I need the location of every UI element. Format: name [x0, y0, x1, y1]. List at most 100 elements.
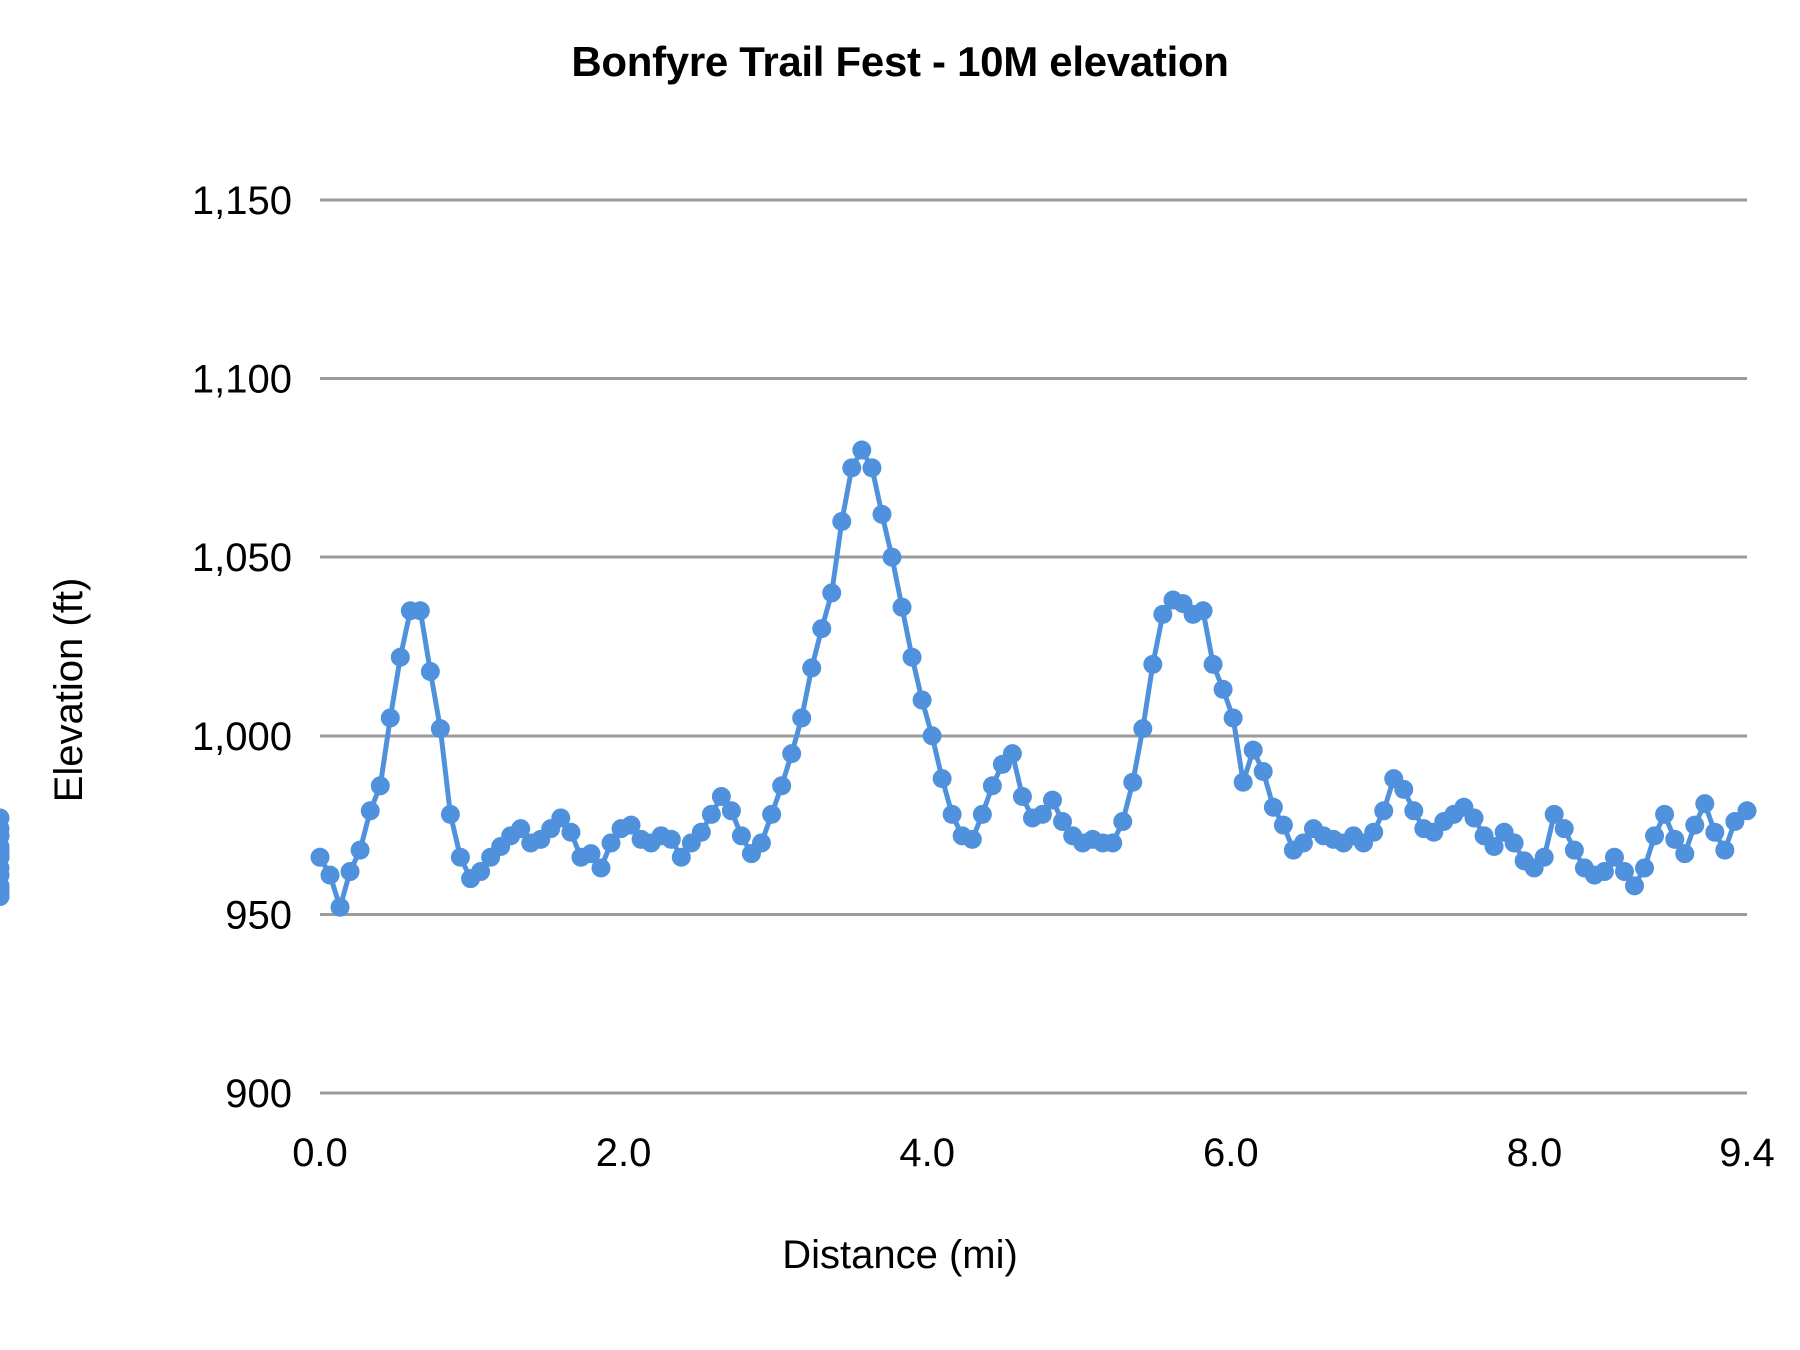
data-point[interactable] [621, 815, 641, 835]
data-point[interactable] [862, 458, 882, 478]
data-point[interactable] [1002, 744, 1022, 764]
data-point[interactable] [330, 897, 350, 917]
data-point[interactable] [1534, 847, 1554, 867]
data-point[interactable] [1032, 804, 1052, 824]
data-point[interactable] [1625, 876, 1645, 896]
data-point[interactable] [1645, 826, 1665, 846]
data-point[interactable] [1203, 654, 1223, 674]
data-point[interactable] [902, 647, 922, 667]
data-point[interactable] [471, 862, 491, 882]
data-point[interactable] [1554, 819, 1574, 839]
data-point[interactable] [601, 833, 621, 853]
data-point[interactable] [511, 819, 531, 839]
data-point[interactable] [1484, 837, 1504, 857]
data-point[interactable] [892, 597, 912, 617]
data-point[interactable] [1103, 833, 1123, 853]
data-point[interactable] [1604, 847, 1624, 867]
data-point[interactable] [591, 858, 611, 878]
data-point[interactable] [430, 719, 450, 739]
data-point[interactable] [802, 658, 822, 678]
data-point[interactable] [1374, 801, 1394, 821]
data-point[interactable] [691, 822, 711, 842]
data-point[interactable] [1193, 601, 1213, 621]
data-point[interactable] [310, 847, 330, 867]
data-point[interactable] [782, 744, 802, 764]
data-point[interactable] [832, 511, 852, 531]
data-point[interactable] [1675, 844, 1695, 864]
data-point[interactable] [551, 808, 571, 828]
data-point[interactable] [1263, 797, 1283, 817]
data-point[interactable] [0, 887, 10, 907]
data-point[interactable] [942, 804, 962, 824]
data-point[interactable] [1655, 804, 1675, 824]
data-point[interactable] [1695, 794, 1715, 814]
data-point[interactable] [1113, 812, 1133, 832]
data-point[interactable] [912, 690, 932, 710]
data-point[interactable] [711, 787, 731, 807]
data-point[interactable] [410, 601, 430, 621]
data-point[interactable] [872, 504, 892, 524]
data-point[interactable] [581, 844, 601, 864]
data-point[interactable] [0, 865, 10, 885]
data-point[interactable] [812, 619, 832, 639]
data-point[interactable] [360, 801, 380, 821]
data-point[interactable] [1394, 779, 1414, 799]
data-point[interactable] [320, 865, 340, 885]
data-point[interactable] [1123, 772, 1143, 792]
data-point[interactable] [1133, 719, 1153, 739]
data-point[interactable] [1404, 801, 1424, 821]
data-point[interactable] [1504, 833, 1524, 853]
data-point[interactable] [1685, 815, 1705, 835]
data-point[interactable] [661, 829, 681, 849]
data-point[interactable] [982, 776, 1002, 796]
data-point[interactable] [671, 847, 691, 867]
data-point[interactable] [561, 822, 581, 842]
data-point[interactable] [1594, 862, 1614, 882]
data-point[interactable] [440, 804, 460, 824]
data-point[interactable] [1364, 822, 1384, 842]
data-point[interactable] [450, 847, 470, 867]
data-point[interactable] [380, 708, 400, 728]
data-point[interactable] [1715, 840, 1735, 860]
data-point[interactable] [1213, 679, 1233, 699]
data-point[interactable] [1053, 812, 1072, 832]
data-point[interactable] [701, 804, 721, 824]
data-point[interactable] [1564, 840, 1584, 860]
data-point[interactable] [1614, 862, 1634, 882]
data-point[interactable] [1243, 740, 1263, 760]
data-point[interactable] [721, 801, 741, 821]
data-point[interactable] [1223, 708, 1243, 728]
data-point[interactable] [1725, 812, 1745, 832]
data-point[interactable] [731, 826, 751, 846]
data-point[interactable] [822, 583, 842, 603]
data-point[interactable] [972, 804, 992, 824]
data-point[interactable] [751, 833, 771, 853]
data-point[interactable] [1464, 808, 1484, 828]
data-point[interactable] [1273, 815, 1293, 835]
data-point[interactable] [1705, 822, 1725, 842]
data-point[interactable] [390, 647, 410, 667]
data-point[interactable] [1253, 762, 1273, 782]
data-point[interactable] [1737, 801, 1757, 821]
data-point[interactable] [1665, 829, 1685, 849]
data-point[interactable] [1635, 858, 1655, 878]
data-point[interactable] [932, 769, 952, 789]
data-point[interactable] [420, 662, 440, 681]
data-point[interactable] [1153, 604, 1173, 624]
data-point[interactable] [1544, 804, 1564, 824]
data-point[interactable] [340, 862, 360, 882]
data-point[interactable] [762, 804, 782, 824]
data-point[interactable] [0, 826, 10, 846]
data-point[interactable] [1042, 790, 1062, 810]
data-point[interactable] [1143, 654, 1163, 674]
data-point[interactable] [962, 829, 982, 849]
data-point[interactable] [842, 458, 862, 478]
data-point[interactable] [0, 808, 10, 828]
data-point[interactable] [1233, 772, 1253, 792]
data-point[interactable] [852, 440, 872, 460]
data-point[interactable] [792, 708, 812, 728]
data-point[interactable] [350, 840, 370, 860]
data-point[interactable] [370, 776, 390, 796]
data-point[interactable] [1293, 833, 1313, 853]
data-point[interactable] [772, 776, 792, 796]
